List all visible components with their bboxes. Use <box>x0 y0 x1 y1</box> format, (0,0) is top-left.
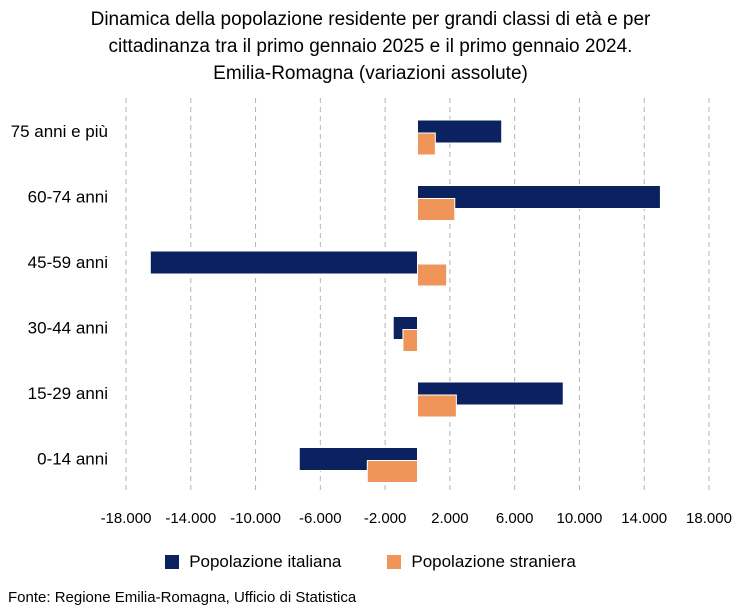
bar-straniera <box>366 460 418 483</box>
bar-straniera <box>417 263 448 287</box>
y-category-label: 0-14 anni <box>37 450 108 469</box>
y-category-label: 15-29 anni <box>28 384 108 403</box>
chart-title-line-3: Emilia-Romagna (variazioni assolute) <box>213 63 528 84</box>
x-tick-label: -2.000 <box>364 510 407 527</box>
x-tick-label: -14.000 <box>165 510 216 527</box>
legend-swatch-italiana <box>165 555 180 569</box>
chart-title-line-2: cittadinanza tra il primo gennaio 2025 e… <box>108 36 633 57</box>
legend-swatch-straniera <box>387 555 402 569</box>
source-note: Fonte: Regione Emilia-Romagna, Ufficio d… <box>8 589 357 606</box>
x-tick-label: -18.000 <box>101 510 152 527</box>
legend-label-straniera: Popolazione straniera <box>411 552 576 571</box>
bar-italiana <box>149 250 419 275</box>
chart-legend: Popolazione italiana Popolazione stranie… <box>0 550 741 574</box>
y-category-label: 45-59 anni <box>28 253 108 272</box>
y-category-label: 30-44 anni <box>28 319 108 338</box>
y-category-label: 75 anni e più <box>11 122 108 141</box>
bar-straniera <box>402 329 418 352</box>
chart-title: Dinamica della popolazione residente per… <box>0 6 741 87</box>
legend-item-straniera: Popolazione straniera <box>387 550 576 574</box>
bar-italiana <box>417 185 661 209</box>
x-tick-label: 10.000 <box>556 510 602 527</box>
x-tick-label: -10.000 <box>230 510 281 527</box>
x-tick-label: 18.000 <box>686 510 732 527</box>
bar-straniera <box>417 394 457 418</box>
x-tick-label: 2.000 <box>431 510 469 527</box>
x-tick-label: 14.000 <box>621 510 667 527</box>
x-tick-label: 6.000 <box>496 510 534 527</box>
bar-straniera <box>417 132 436 156</box>
legend-label-italiana: Popolazione italiana <box>189 552 342 571</box>
chart-title-line-1: Dinamica della popolazione residente per… <box>90 9 651 30</box>
legend-item-italiana: Popolazione italiana <box>165 550 341 574</box>
y-category-label: 60-74 anni <box>28 188 108 207</box>
bar-straniera <box>417 198 456 221</box>
x-tick-label: -6.000 <box>299 510 342 527</box>
bar-italiana <box>417 119 503 144</box>
